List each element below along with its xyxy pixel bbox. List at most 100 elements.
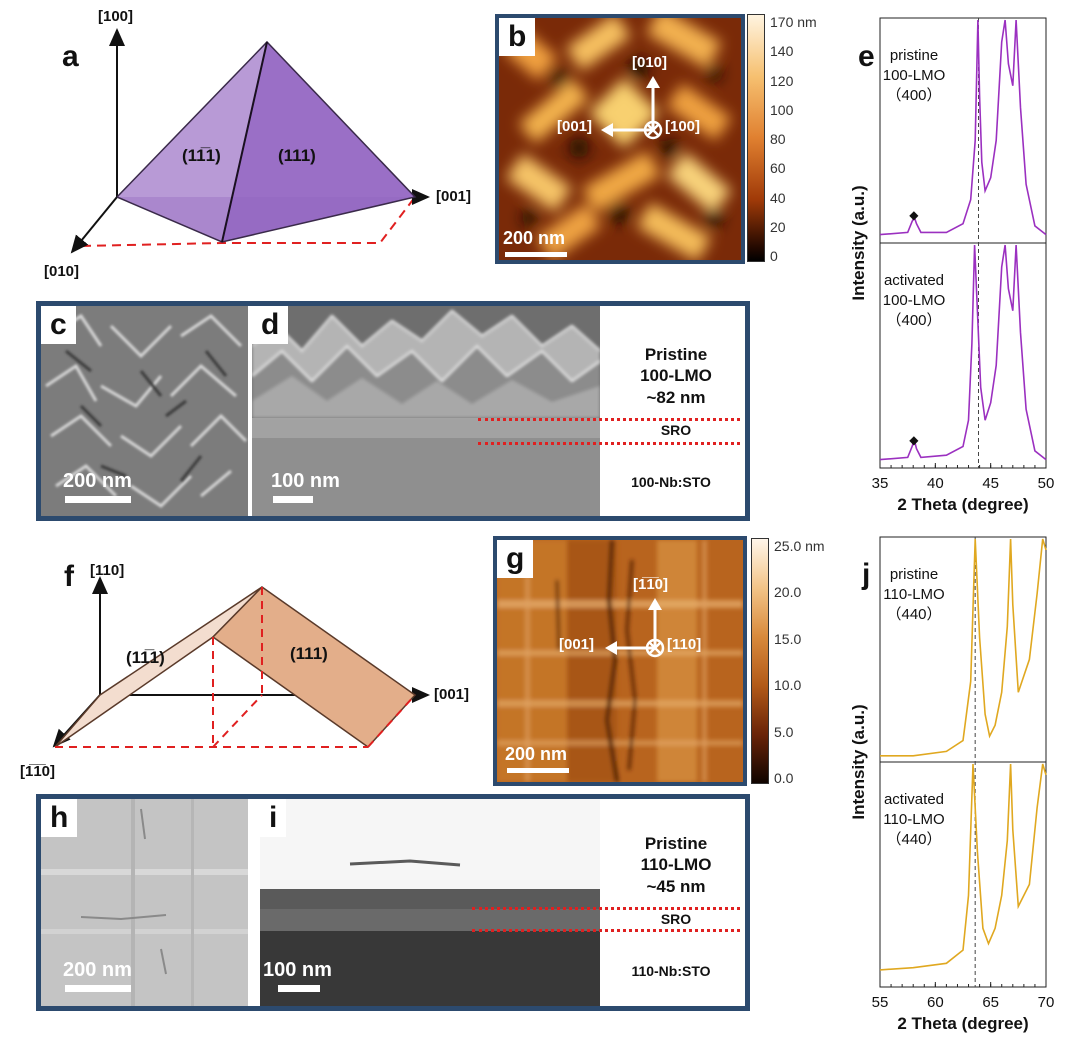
- panel-d-film-label: Pristine 100-LMO ~82 nm: [640, 345, 712, 407]
- colorbar-tick-label: 120: [770, 72, 794, 89]
- sro-bottom-line: [478, 442, 740, 445]
- colorbar-tick-label: 0: [770, 248, 778, 264]
- afm-b-colorbar-ticks: 170 nm 140 120 100 80 60 40 20 0: [770, 14, 830, 264]
- face-label-111-f: (111): [290, 644, 328, 663]
- series-label: pristine: [890, 47, 938, 64]
- afm-g-dir-110: [110]: [667, 636, 702, 653]
- panel-h-scale-label: 200 nm: [63, 959, 132, 981]
- colorbar-tick-label: 100: [770, 101, 794, 118]
- panel-d-scale-bar: [273, 496, 313, 503]
- afm-b-dir-100: [100]: [665, 118, 701, 135]
- colorbar-tick-label: 20: [770, 218, 786, 235]
- afm-b-scale-label: 200 nm: [503, 228, 566, 248]
- panel-f-ridge-diagram: [52, 576, 430, 748]
- colorbar-tick-label: 5.0: [774, 723, 794, 740]
- panel-b-afm-image: b [010] [001] [100] 200 nm: [495, 14, 745, 264]
- panel-d-substrate-label: 100-Nb:STO: [631, 474, 711, 490]
- x-tick-label: 55: [872, 994, 889, 1011]
- series-label: activated: [884, 791, 944, 808]
- afm-g-scale-label: 200 nm: [505, 744, 568, 764]
- panel-b-letter: b: [499, 18, 536, 56]
- series-label: 110-LMO: [883, 811, 944, 828]
- face-label-11-1: (11̅1): [182, 146, 221, 165]
- colorbar-tick-label: 20.0: [774, 584, 802, 601]
- colorbar-tick-label: 25.0 nm: [774, 538, 825, 554]
- series-label: activated: [884, 272, 944, 289]
- face-11-1: [117, 42, 267, 242]
- x-tick-label: 65: [982, 994, 999, 1011]
- panel-a-pyramid-diagram: [70, 28, 430, 254]
- axis-label-100: [100]: [98, 8, 134, 25]
- panel-h-scale-bar: [65, 985, 131, 992]
- panel-hi-frame: h 200 nm i 100 nm Pristine 110-LMO ~45 n…: [36, 794, 750, 1011]
- panel-f-letter: f: [64, 560, 74, 593]
- x-tick-label: 35: [872, 475, 889, 492]
- panel-i-scale-label: 100 nm: [263, 959, 332, 981]
- panel-g-letter: g: [497, 540, 534, 578]
- sro-top-line-i: [472, 907, 740, 910]
- x-tick-label: 50: [1038, 475, 1055, 492]
- substrate-peak-marker: ◆: [909, 433, 919, 447]
- x-tick-label: 40: [927, 475, 944, 492]
- panel-d-sro-label: SRO: [660, 422, 692, 438]
- series-label: 110-LMO: [883, 586, 944, 603]
- afm-g-colorbar-ticks: 25.0 nm 20.0 15.0 10.0 5.0 0.0: [774, 538, 834, 786]
- x-axis-label: 2 Theta (degree): [897, 495, 1028, 514]
- panel-j-xrd-chart: pristine 110-LMO （440） activated 110-LMO （440…: [850, 536, 1055, 1033]
- axis-label-1-10: [1̅1̅0]: [20, 763, 56, 780]
- series-label: （440）: [886, 606, 941, 623]
- axis-label-001: [001]: [436, 188, 472, 205]
- face-111: [222, 42, 415, 242]
- afm-g-dir-001: [001]: [559, 636, 595, 653]
- panel-a-letter: a: [62, 40, 79, 73]
- sro-bottom-line-i: [472, 929, 740, 932]
- series-line: [879, 763, 1047, 971]
- x-tick-label: 70: [1038, 994, 1055, 1011]
- panel-e-xrd-chart: pristine 100-LMO （400） ◆ activated 100-LMO （40…: [850, 17, 1055, 514]
- panel-cd-divider: [248, 306, 252, 516]
- sro-top-line: [478, 418, 740, 421]
- series-label: （400）: [886, 312, 941, 329]
- afm-b-dir-001: [001]: [557, 118, 593, 135]
- panel-e-letter: e: [858, 40, 875, 73]
- face-label-11-1-f: (11̅1): [126, 648, 165, 667]
- panel-cd-frame: c 200 nm d 100 nm Pristine 100-LMO ~82 n: [36, 301, 750, 521]
- colorbar-tick-label: 40: [770, 189, 786, 206]
- colorbar-tick-label: 15.0: [774, 630, 802, 647]
- panel-i-sem-cross-section: [260, 799, 600, 1006]
- afm-g-colorbar: [751, 538, 769, 784]
- series-label: pristine: [890, 566, 938, 583]
- x-tick-label: 45: [982, 475, 999, 492]
- series-line: [879, 19, 1047, 236]
- axis-label-110: [110]: [90, 562, 125, 579]
- panel-c-scale-bar: [65, 496, 131, 503]
- panel-hi-divider: [248, 799, 260, 1006]
- colorbar-tick-label: 0.0: [774, 770, 794, 786]
- panel-i-substrate-label: 110-Nb:STO: [631, 963, 711, 979]
- series-label: 100-LMO: [883, 67, 946, 84]
- afm-g-scale-bar: [507, 768, 569, 773]
- face-111: [211, 586, 417, 748]
- panel-c-scale-label: 200 nm: [63, 470, 132, 492]
- panel-i-scale-bar: [278, 985, 320, 992]
- axis-label-010: [010]: [44, 263, 80, 280]
- panel-c-letter: c: [41, 306, 76, 344]
- panel-i-film-label: Pristine 110-LMO ~45 nm: [640, 834, 712, 896]
- x-tick-label: 60: [927, 994, 944, 1011]
- panel-i-letter: i: [260, 799, 287, 837]
- colorbar-tick-label: 80: [770, 131, 786, 147]
- series-line: [880, 538, 1047, 757]
- substrate-peak-marker: ◆: [909, 208, 919, 222]
- face-label-111: (111): [278, 146, 316, 165]
- afm-b-scale-bar: [505, 252, 567, 257]
- series-label: （400）: [886, 87, 941, 104]
- panel-i-sro-label: SRO: [660, 911, 692, 927]
- afm-b-dir-010: [010]: [632, 54, 668, 71]
- panel-j-letter: j: [862, 558, 871, 591]
- colorbar-tick-label: 60: [770, 160, 786, 177]
- series-label: 100-LMO: [883, 292, 946, 309]
- panel-h-letter: h: [41, 799, 78, 837]
- series-line: [879, 244, 1047, 461]
- panel-d-letter: d: [252, 306, 289, 344]
- afm-g-dir-1-10: [1̅1̅0]: [633, 576, 669, 593]
